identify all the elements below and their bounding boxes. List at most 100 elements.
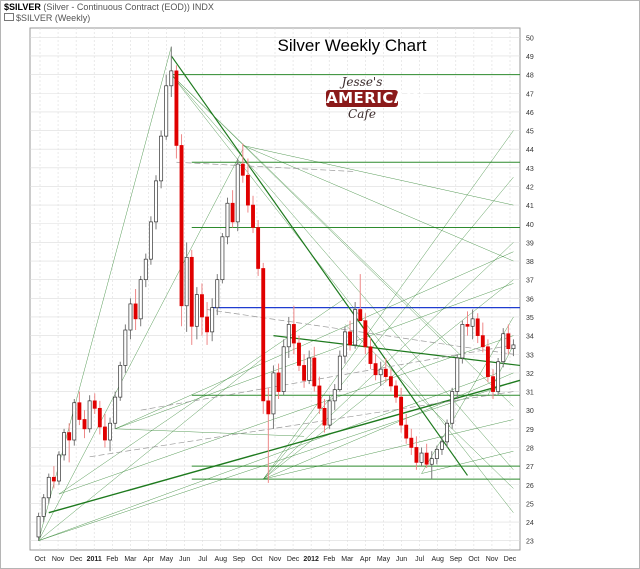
y-tick-label: 28 [526, 445, 534, 452]
x-tick-label: Aug [431, 556, 444, 563]
x-tick-label: Feb [323, 556, 335, 563]
trend-line [171, 74, 448, 346]
candle-body [414, 447, 419, 463]
candle-body [460, 324, 465, 359]
candle-body [108, 422, 112, 441]
trend-line [38, 357, 264, 541]
candle-body [491, 376, 495, 392]
candle-body [143, 258, 148, 281]
candle-body [276, 372, 281, 392]
y-tick-label: 26 [526, 483, 534, 490]
trend-line [263, 419, 514, 480]
y-tick-label: 32 [526, 371, 534, 378]
candle-body [465, 324, 470, 327]
dashed-guide-line [176, 161, 356, 172]
candle-body [317, 385, 322, 409]
candle-body [72, 402, 77, 441]
x-tick-label: Mar [341, 556, 354, 563]
x-tick-label: Oct [468, 556, 479, 563]
candle-body [322, 407, 327, 426]
trend-line [263, 279, 514, 480]
candle-body [429, 458, 434, 465]
exchange-label: INDX [192, 2, 214, 12]
candle-body [261, 268, 266, 402]
candle-body [164, 85, 169, 137]
trend-line [171, 74, 514, 513]
candle-body [470, 318, 475, 327]
mid-trend-line [273, 335, 521, 367]
candle-body [97, 407, 102, 428]
candle-body [475, 318, 480, 336]
candle-body [404, 424, 409, 439]
candle-body [327, 400, 332, 426]
y-tick-label: 29 [526, 427, 534, 434]
candle-body [480, 335, 485, 348]
y-tick-label: 49 [526, 54, 534, 61]
candle-body [240, 163, 245, 176]
legend-swatch-icon [4, 13, 14, 21]
x-tick-label: Nov [52, 556, 65, 563]
candle-body [378, 368, 383, 376]
candle-body [445, 422, 449, 443]
logo-line2: AMERICAIN [326, 89, 426, 107]
candle-body [399, 396, 404, 426]
candle-body [123, 329, 128, 366]
trend-line [421, 450, 514, 474]
candle-body [332, 389, 337, 402]
candle-body [424, 452, 429, 465]
y-tick-label: 47 [526, 91, 534, 98]
y-tick-label: 23 [526, 539, 534, 546]
candle-body [77, 402, 82, 420]
candle-body [205, 316, 209, 333]
candle-body [174, 70, 179, 146]
logo-line1: Jesse's [341, 75, 383, 89]
series-legend-label: $SILVER (Weekly) [16, 13, 91, 23]
candle-body [62, 432, 67, 456]
candle-body [307, 357, 312, 381]
candle-body [286, 324, 291, 348]
candle-body [46, 476, 51, 499]
y-tick-label: 24 [526, 520, 534, 527]
candle-body [179, 145, 184, 307]
y-tick-label: 42 [526, 184, 534, 191]
symbol-label: $SILVER [4, 2, 41, 12]
candle-body [455, 357, 460, 392]
candle-body [41, 497, 46, 517]
logo-line3: Cafe [348, 107, 376, 121]
chart-header: $SILVER (Silver - Continuous Contract (E… [4, 2, 214, 12]
x-tick-label: 2012 [303, 556, 319, 563]
y-tick-label: 25 [526, 501, 534, 508]
candle-body [281, 346, 286, 392]
candle-body [235, 163, 240, 223]
trend-line [242, 145, 514, 206]
candle-body [113, 396, 118, 424]
candle-body [256, 227, 261, 269]
candle-body [210, 307, 215, 333]
trend-line [263, 176, 514, 480]
x-tick-label: Apr [360, 556, 372, 563]
candle-body [200, 294, 204, 318]
candle-body [57, 454, 61, 482]
candle-body [220, 236, 225, 281]
candle-body [154, 180, 158, 223]
candle-body [409, 437, 414, 448]
candle-body [266, 400, 271, 415]
candle-body [501, 333, 506, 363]
y-tick-label: 40 [526, 222, 534, 229]
candle-body [343, 331, 347, 357]
candle-body [383, 368, 388, 377]
x-tick-label: Apr [143, 556, 155, 563]
x-tick-label: May [160, 556, 174, 563]
candle-body [133, 303, 138, 320]
y-tick-label: 48 [526, 73, 534, 80]
candle-body [159, 135, 164, 182]
candle-body [36, 516, 41, 538]
candle-body [373, 363, 378, 376]
candle-body [291, 324, 296, 344]
y-tick-label: 30 [526, 408, 534, 415]
candle-body [148, 221, 153, 260]
candle-body [368, 346, 373, 364]
x-tick-label: Feb [106, 556, 118, 563]
